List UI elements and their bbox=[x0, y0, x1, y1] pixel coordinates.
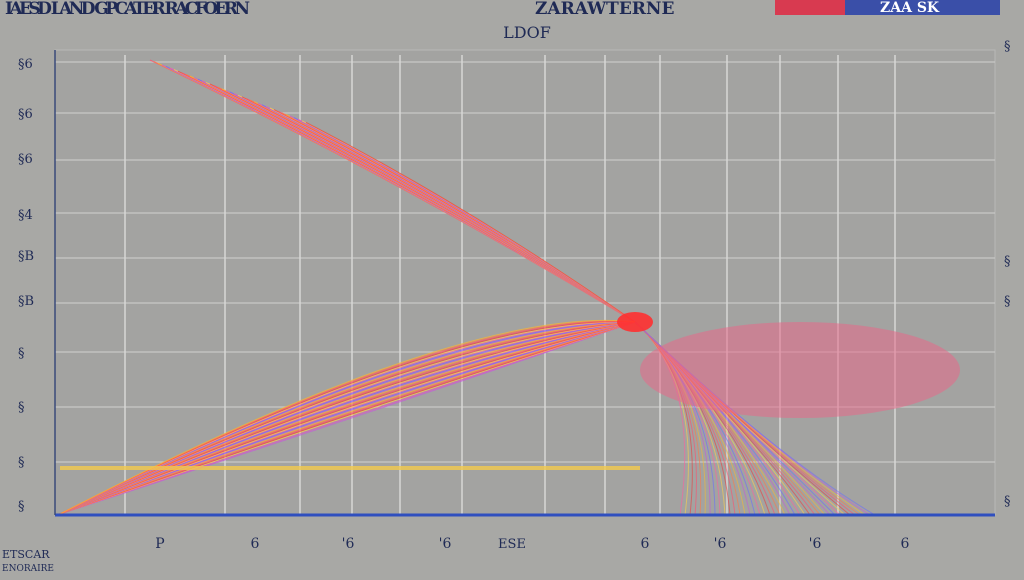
fan-line bbox=[305, 121, 636, 323]
footer-line2: ENORAIRE bbox=[2, 564, 54, 574]
chart-title: LDOF bbox=[503, 23, 551, 42]
badge-accent bbox=[775, 0, 845, 15]
y-tick-label: §4 bbox=[18, 208, 33, 223]
x-tick-label: '6 bbox=[439, 536, 452, 552]
x-tick-label: 6 bbox=[251, 536, 260, 552]
right-tick-label: § bbox=[1004, 39, 1011, 54]
x-tick-label: 6 bbox=[641, 536, 650, 552]
y-tick-label: § bbox=[18, 346, 25, 361]
y-tick-label: §B bbox=[18, 249, 34, 264]
x-tick-label: '6 bbox=[714, 536, 727, 552]
right-tick-label: § bbox=[1004, 254, 1011, 269]
y-tick-label: § bbox=[18, 400, 25, 415]
fan-line bbox=[59, 319, 636, 515]
right-tick-label: § bbox=[1004, 294, 1011, 309]
plot-area bbox=[54, 49, 996, 516]
fan-center bbox=[617, 312, 653, 332]
x-tick-label: 6 bbox=[901, 536, 910, 552]
header-left: IAESD LAND GPCATER RACFOERN bbox=[5, 0, 250, 19]
y-tick-label: §6 bbox=[18, 57, 33, 72]
x-tick-label: '6 bbox=[342, 536, 355, 552]
footer-line1: ETSCAR bbox=[2, 548, 50, 561]
header-badge: ZAA SK bbox=[880, 0, 940, 16]
y-tick-label: § bbox=[18, 499, 25, 514]
x-tick-label: P bbox=[155, 536, 164, 552]
y-tick-label: § bbox=[18, 455, 25, 470]
right-tick-label: § bbox=[1004, 494, 1011, 509]
fan-line bbox=[59, 321, 636, 515]
fan-blob bbox=[640, 322, 960, 418]
y-tick-label: §6 bbox=[18, 107, 33, 122]
y-tick-label: §B bbox=[18, 294, 34, 309]
x-axis-title: ESE bbox=[498, 537, 526, 552]
x-tick-label: '6 bbox=[809, 536, 822, 552]
y-tick-label: §6 bbox=[18, 152, 33, 167]
header-center: ZARAWTERNE bbox=[535, 0, 674, 19]
baseline-band bbox=[60, 466, 640, 470]
